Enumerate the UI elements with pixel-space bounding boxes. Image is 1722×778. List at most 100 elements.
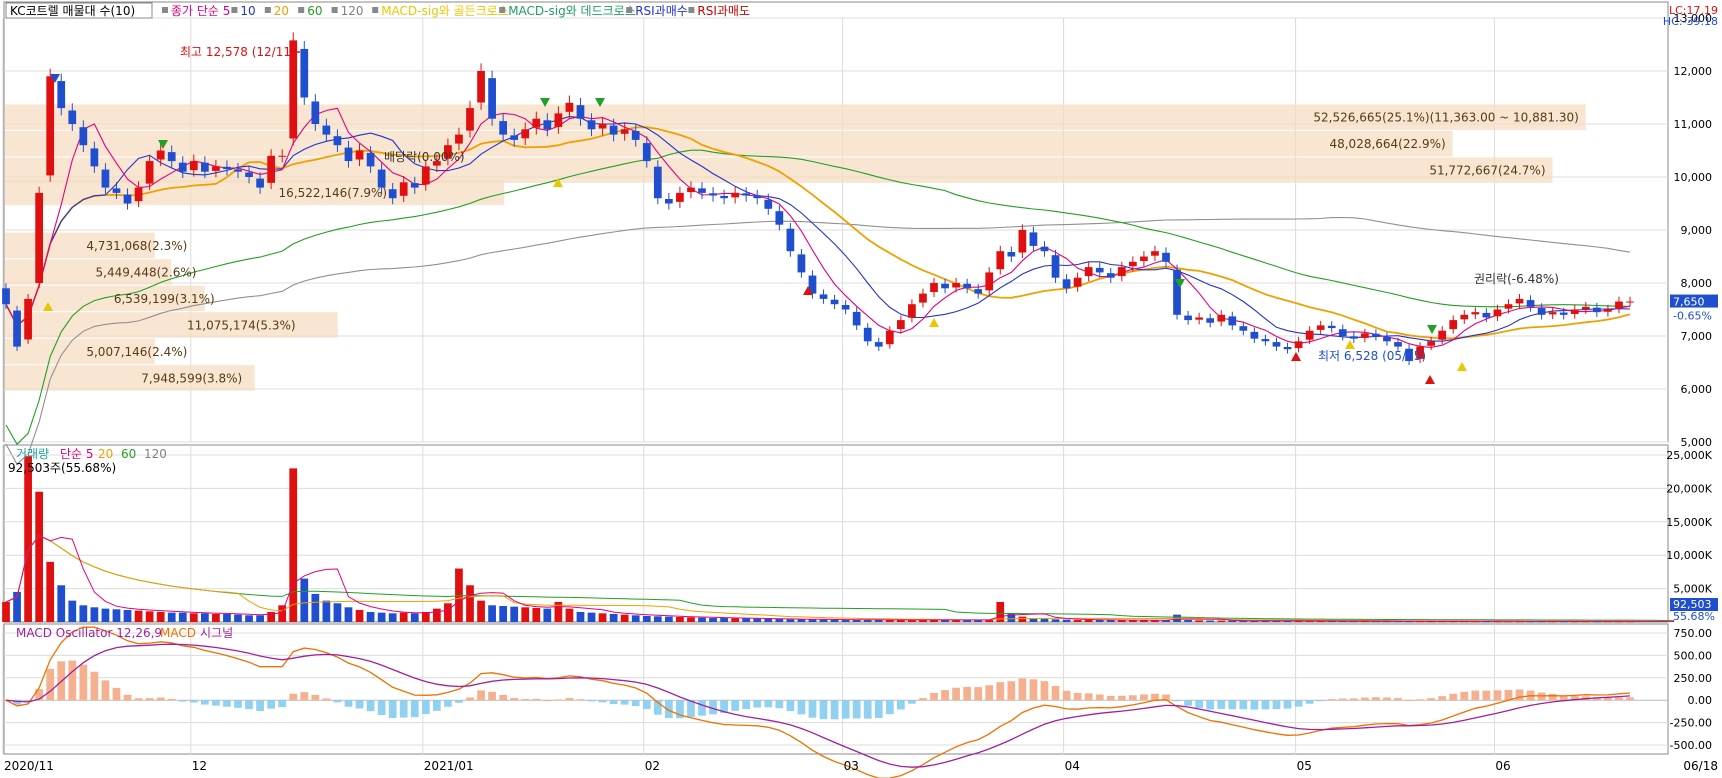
- volume-bar: [720, 617, 728, 622]
- macd-oscillator-bar: [1128, 695, 1137, 701]
- volume-bar: [1416, 621, 1424, 623]
- legend-square-icon: [231, 7, 238, 13]
- legend-item: 60: [307, 4, 322, 18]
- legend-square-icon: [688, 7, 695, 13]
- legend-item: 20: [274, 4, 289, 18]
- volume-bar: [1372, 621, 1380, 623]
- volume-bar: [1427, 621, 1436, 623]
- price-y-tick: 13,000: [1674, 12, 1713, 25]
- volume-bar: [642, 615, 651, 622]
- macd-oscillator-bar: [1460, 691, 1469, 701]
- candle-body: [775, 211, 784, 225]
- macd-oscillator-bar: [1294, 700, 1303, 707]
- macd-oscillator-bar: [212, 700, 220, 706]
- volume-bar: [908, 619, 916, 622]
- candle-body: [200, 162, 209, 172]
- volume-bar: [554, 601, 563, 622]
- volume-bar: [79, 605, 88, 622]
- macd-oscillator-bar: [698, 700, 706, 716]
- volume-bar: [499, 605, 508, 622]
- volume-bar: [996, 601, 1005, 622]
- volume-bar: [477, 600, 485, 622]
- macd-oscillator-bar: [355, 700, 364, 709]
- volume-legend-item: 120: [144, 447, 167, 461]
- volume-bar: [200, 613, 209, 622]
- legend-item: RSI과매도: [697, 4, 750, 18]
- x-axis-label: 05: [1297, 759, 1312, 773]
- macd-oscillator-bar: [631, 700, 640, 707]
- x-axis-label: 06: [1495, 759, 1510, 773]
- volume-bar: [1073, 619, 1082, 622]
- candle-body: [996, 251, 1005, 270]
- candle-body: [377, 169, 386, 188]
- candle-body: [1460, 314, 1469, 320]
- candle-body: [1162, 252, 1170, 262]
- candle-body: [112, 188, 121, 193]
- ma60-line: [5, 149, 1631, 446]
- macd-y-tick: 0.00: [1688, 694, 1713, 707]
- volume-bar: [565, 608, 574, 622]
- candle-body: [510, 135, 519, 140]
- candle-body: [565, 102, 574, 112]
- candle-body: [532, 118, 541, 128]
- macd-oscillator-bar: [554, 699, 563, 701]
- macd-oscillator-bar: [1184, 700, 1192, 706]
- candle-body: [786, 228, 795, 252]
- candle-body: [1604, 309, 1612, 312]
- macd-oscillator-bar: [377, 700, 386, 715]
- macd-y-tick: -500.00: [1670, 739, 1712, 752]
- volume-bar: [841, 619, 850, 622]
- current-volume-label: 92,503: [1673, 598, 1712, 611]
- volume-bar: [1206, 620, 1215, 622]
- candle-body: [543, 120, 552, 130]
- volume-bar: [1394, 621, 1402, 623]
- macd-oscillator-bar: [432, 700, 441, 711]
- candle-body: [167, 152, 176, 162]
- candle-body: [1206, 318, 1215, 323]
- x-axis-label: 12: [192, 759, 207, 773]
- volume-profile-label: 6,539,199(3.1%): [114, 292, 215, 306]
- macd-oscillator-bar: [919, 698, 927, 701]
- candle-body: [333, 136, 342, 146]
- candle-body: [223, 166, 231, 170]
- volume-bar: [377, 612, 386, 622]
- signal-arrow-icon: [158, 140, 168, 149]
- candle-body: [863, 327, 872, 342]
- macd-oscillator-bar: [709, 700, 717, 715]
- volume-bar: [1062, 619, 1071, 622]
- x-axis-label: 02: [645, 759, 660, 773]
- macd-oscillator-bar: [1405, 699, 1413, 701]
- volume-bar: [896, 619, 905, 622]
- candle-body: [432, 161, 441, 166]
- volume-bar: [399, 612, 408, 622]
- candle-body: [653, 166, 662, 199]
- candle-body: [366, 152, 375, 167]
- volume-bar: [410, 613, 419, 622]
- legend-square-icon: [372, 7, 379, 13]
- volume-bar: [1360, 621, 1369, 623]
- volume-bar: [178, 612, 187, 622]
- candle-body: [841, 304, 850, 310]
- volume-bar: [709, 617, 717, 622]
- price-y-tick: 6,000: [1681, 383, 1713, 396]
- rights-annotation: 권리락(-6.48%): [1474, 272, 1559, 286]
- macd-oscillator-bar: [676, 700, 684, 719]
- macd-oscillator-bar: [1349, 698, 1358, 701]
- volume-bar: [1493, 621, 1502, 623]
- volume-profile-label: 52,526,665(25.1%)(11,363.00 ~ 10,881.30): [1313, 111, 1578, 125]
- signal-arrow-icon: [1175, 279, 1185, 288]
- volume-y-tick: 20,000K: [1666, 482, 1712, 495]
- volume-bar: [1327, 620, 1336, 622]
- volume-bar: [653, 616, 662, 622]
- ma5-line: [5, 107, 1631, 348]
- dividend-annotation: 배당락(0.00%): [384, 150, 465, 164]
- macd-oscillator-bar: [189, 700, 198, 703]
- ma120-line: [5, 216, 1631, 466]
- volume-bar: [344, 607, 353, 622]
- candle-body: [134, 187, 143, 202]
- volume-bar: [1305, 620, 1314, 622]
- volume-bar: [941, 619, 949, 622]
- candle-body: [554, 113, 563, 127]
- x-axis-last-date: 06/18: [1683, 759, 1718, 773]
- legend-item: 종가 단순 5: [171, 4, 230, 18]
